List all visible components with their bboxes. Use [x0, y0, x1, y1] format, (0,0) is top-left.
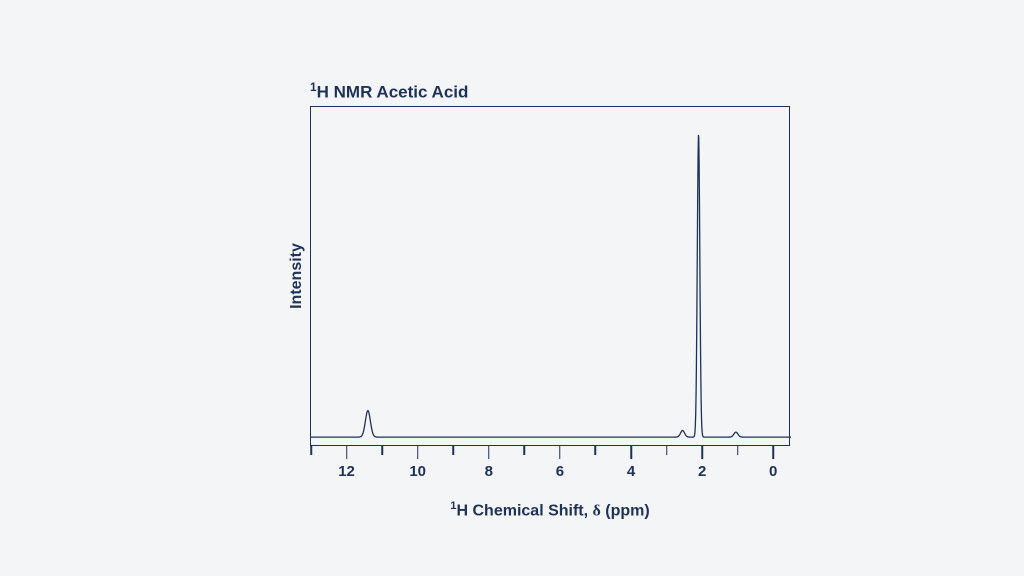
y-axis-label: Intensity [288, 243, 306, 309]
x-major-tick [346, 445, 348, 459]
x-tick-label: 4 [627, 463, 635, 480]
spectrum-line [311, 107, 791, 447]
chart-title: 1H NMR Acetic Acid [310, 80, 468, 103]
spectrum-polyline [311, 135, 791, 437]
x-tick-label: 12 [338, 463, 355, 480]
x-tick-label: 2 [698, 463, 706, 480]
x-tick-label: 0 [769, 463, 777, 480]
x-major-tick [630, 445, 632, 459]
x-major-tick [772, 445, 774, 459]
x-major-tick [559, 445, 561, 459]
x-tick-label: 8 [485, 463, 493, 480]
x-tick-label: 10 [409, 463, 426, 480]
x-tick-label: 6 [556, 463, 564, 480]
x-axis-label: 1H Chemical Shift, δ (ppm) [310, 500, 790, 520]
x-major-tick [488, 445, 490, 459]
x-major-tick [701, 445, 703, 459]
plot-area: 024681012 [310, 106, 790, 446]
x-major-tick [417, 445, 419, 459]
